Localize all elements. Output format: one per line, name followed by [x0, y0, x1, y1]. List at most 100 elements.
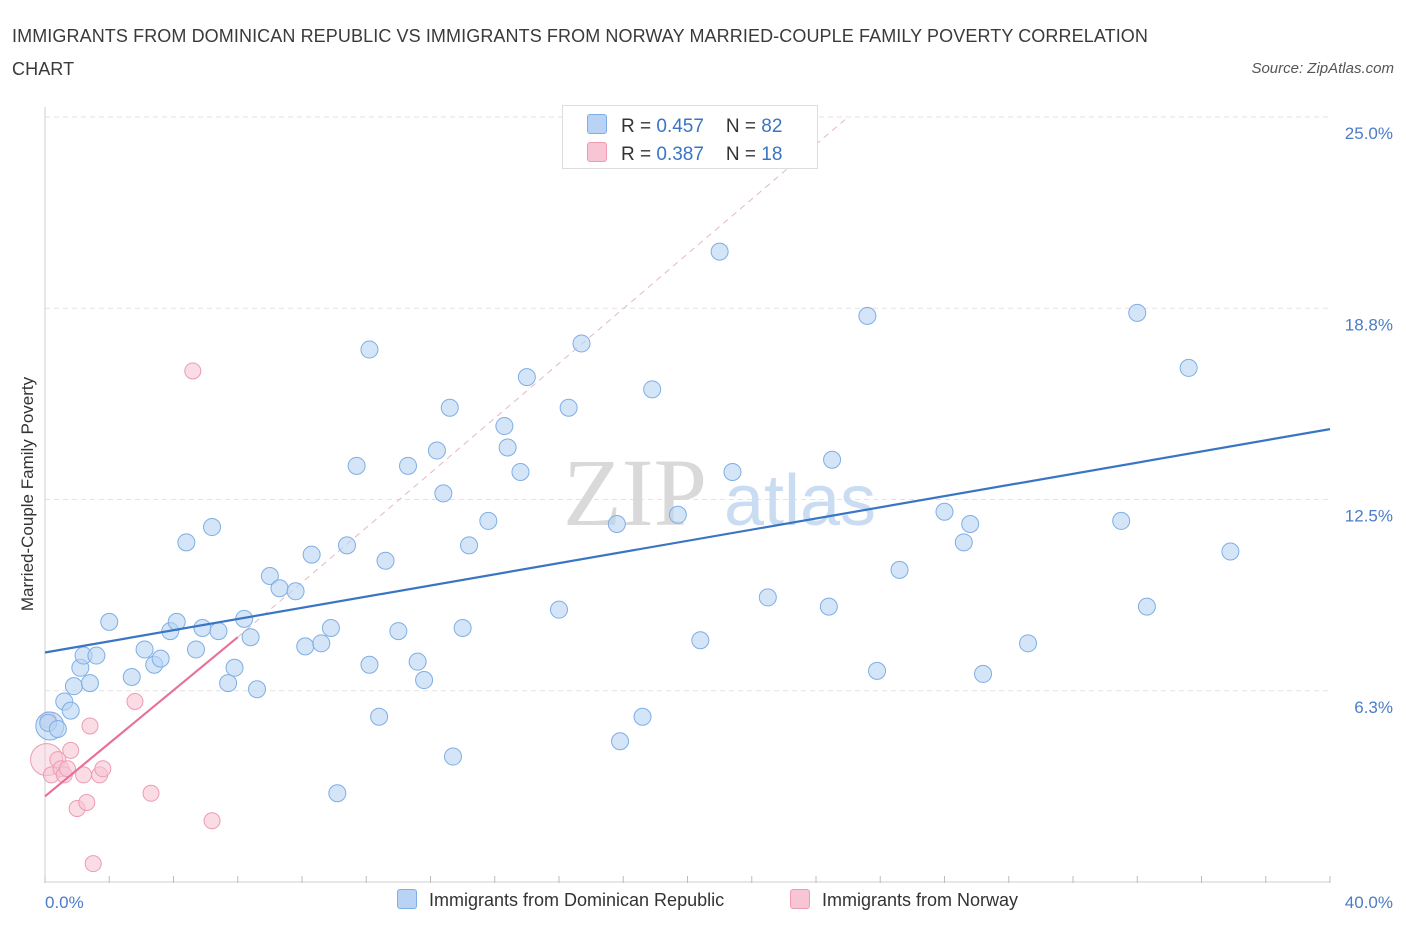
series-dominican-points: [35, 242, 1240, 803]
data-point-dominican: [151, 649, 170, 668]
y-tick-label: 6.3%: [1354, 698, 1393, 717]
data-point-dominican: [193, 619, 212, 638]
data-point-dominican: [328, 784, 347, 803]
data-point-dominican: [260, 567, 279, 585]
bottom-legend-label: Immigrants from Norway: [822, 890, 1019, 910]
data-point-dominican: [80, 674, 99, 693]
data-point-dominican: [360, 340, 379, 359]
axes: [44, 107, 1331, 883]
data-point-dominican: [1221, 542, 1240, 561]
data-point-dominican: [858, 306, 877, 325]
data-point-dominican: [203, 518, 222, 537]
reference-line: [237, 116, 849, 638]
data-point-dominican: [61, 701, 80, 720]
bottom-legend-label: Immigrants from Dominican Republic: [429, 890, 725, 910]
bottom-legend-norway: Immigrants from Norway: [790, 889, 1018, 911]
legend-r-label: R =: [621, 116, 657, 137]
data-point-dominican: [1179, 358, 1198, 377]
data-point-dominican: [302, 545, 321, 564]
data-point-dominican: [633, 707, 652, 726]
data-point-dominican: [389, 622, 408, 641]
data-point-dominican: [427, 441, 446, 460]
data-point-dominican: [819, 597, 838, 616]
bottom-legend-swatch-pink: [790, 889, 810, 909]
data-point-norway: [84, 855, 102, 873]
legend-row-dominican: R = 0.457 N = 82: [587, 114, 782, 140]
data-point-dominican: [723, 462, 742, 481]
data-point-dominican: [186, 640, 205, 659]
tick-labels: 6.3% 12.5% 18.8% 25.0% 0.0% 40.0%: [45, 124, 1393, 912]
grid-lines: [45, 116, 1330, 692]
reference-diagonal-line: [237, 116, 849, 638]
data-point-dominican: [241, 628, 260, 647]
legend-n-value: 18: [761, 144, 783, 165]
legend-row-norway: R = 0.387 N = 18: [587, 142, 782, 168]
data-point-dominican: [312, 634, 331, 653]
data-point-dominican: [376, 551, 395, 570]
data-point-norway: [81, 717, 99, 735]
data-point-dominican: [758, 588, 777, 607]
data-point-dominican: [453, 619, 472, 638]
legend-r-value: 0.387: [656, 144, 704, 165]
legend-n-value: 82: [761, 116, 783, 137]
y-tick-label: 18.8%: [1345, 315, 1393, 334]
data-point-dominican: [1019, 634, 1038, 653]
data-point-dominican: [225, 658, 244, 677]
data-point-dominican: [177, 533, 196, 552]
data-point-norway: [62, 741, 80, 759]
y-tick-label: 12.5%: [1345, 507, 1393, 526]
data-point-dominican: [572, 334, 591, 353]
data-point-dominican: [408, 652, 427, 671]
trend-lines: [44, 428, 1331, 798]
data-point-dominican: [611, 732, 630, 751]
data-point-norway: [78, 793, 96, 811]
data-point-dominican: [347, 456, 366, 475]
data-point-dominican: [415, 671, 434, 690]
data-point-dominican: [321, 619, 340, 638]
data-point-dominican: [517, 368, 536, 387]
data-point-dominican: [935, 502, 954, 521]
watermark-zip: ZIP: [563, 439, 707, 546]
data-point-dominican: [443, 747, 462, 766]
data-point-dominican: [643, 380, 662, 399]
data-point-dominican: [48, 720, 67, 738]
correlation-legend: R = 0.457 N = 82 R = 0.387 N = 18: [562, 105, 818, 169]
data-point-dominican: [607, 514, 626, 533]
data-point-dominican: [511, 462, 530, 481]
x-tick-label: 0.0%: [45, 893, 84, 912]
data-point-dominican: [440, 398, 459, 417]
legend-n-label: N =: [725, 116, 762, 137]
data-point-dominican: [550, 600, 568, 619]
data-point-dominican: [495, 417, 514, 436]
data-point-dominican: [399, 456, 418, 475]
data-point-dominican: [87, 646, 106, 665]
data-point-dominican: [1128, 303, 1147, 322]
trend-line-dominican: [44, 428, 1331, 654]
data-point-dominican: [434, 484, 453, 503]
data-point-dominican: [122, 667, 141, 686]
data-point-norway: [184, 362, 202, 380]
data-point-dominican: [1137, 597, 1156, 616]
bottom-legend-dominican: Immigrants from Dominican Republic: [397, 889, 724, 911]
data-point-dominican: [479, 511, 498, 530]
legend-n-label: N =: [725, 144, 762, 165]
watermark-atlas: atlas: [724, 461, 876, 541]
data-point-dominican: [248, 680, 267, 699]
data-point-dominican: [498, 438, 517, 457]
data-point-norway: [126, 692, 144, 710]
trend-line-norway: [44, 636, 239, 798]
data-point-norway: [94, 760, 112, 778]
data-point-dominican: [691, 631, 710, 650]
data-point-dominican: [219, 674, 238, 693]
data-point-dominican: [100, 612, 119, 631]
legend-r-value: 0.457: [656, 116, 704, 137]
data-point-dominican: [668, 505, 687, 524]
data-point-dominican: [1112, 511, 1131, 530]
x-tick-label: 40.0%: [1345, 893, 1393, 912]
legend-swatch-blue: [587, 114, 607, 134]
data-point-dominican: [286, 582, 305, 601]
data-point-dominican: [974, 664, 993, 683]
data-point-dominican: [296, 637, 315, 656]
y-tick-label: 25.0%: [1345, 124, 1393, 143]
